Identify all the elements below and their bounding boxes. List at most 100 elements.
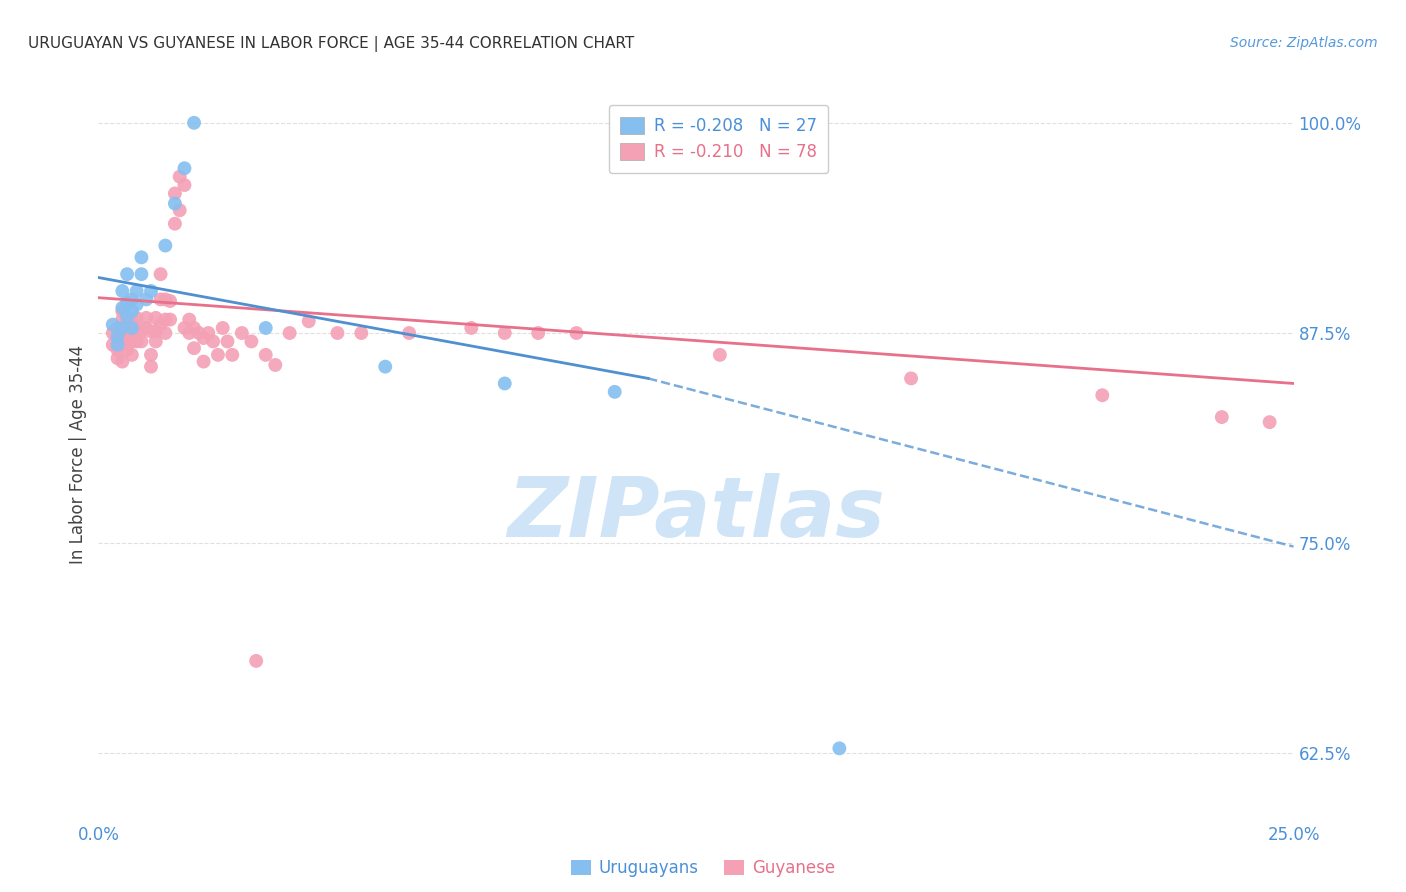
Point bbox=[527, 326, 550, 340]
Point bbox=[183, 116, 205, 130]
Point bbox=[494, 326, 516, 340]
Point bbox=[163, 196, 186, 211]
Legend: R = -0.208   N = 27, R = -0.210   N = 78: R = -0.208 N = 27, R = -0.210 N = 78 bbox=[609, 105, 828, 173]
Point bbox=[202, 334, 225, 349]
Point bbox=[254, 321, 277, 335]
Point bbox=[240, 334, 263, 349]
Point bbox=[149, 318, 172, 332]
Point bbox=[107, 338, 129, 352]
Point bbox=[193, 354, 215, 368]
Point bbox=[131, 324, 153, 338]
Point bbox=[264, 358, 287, 372]
Point bbox=[169, 169, 191, 184]
Text: Source: ZipAtlas.com: Source: ZipAtlas.com bbox=[1230, 36, 1378, 50]
Point bbox=[211, 321, 233, 335]
Point bbox=[139, 348, 162, 362]
Point bbox=[107, 329, 129, 343]
Point bbox=[111, 321, 134, 335]
Point bbox=[155, 326, 177, 340]
Point bbox=[111, 354, 134, 368]
Point bbox=[217, 334, 239, 349]
Point bbox=[125, 297, 148, 311]
Point bbox=[121, 314, 143, 328]
Point bbox=[187, 326, 209, 340]
Point bbox=[135, 293, 157, 307]
Point bbox=[155, 238, 177, 252]
Point bbox=[107, 331, 129, 345]
Point bbox=[101, 338, 124, 352]
Point bbox=[121, 326, 143, 340]
Point bbox=[111, 301, 134, 315]
Point bbox=[179, 312, 201, 326]
Point bbox=[278, 326, 301, 340]
Point bbox=[139, 284, 162, 298]
Point bbox=[207, 348, 229, 362]
Point bbox=[149, 293, 172, 307]
Point bbox=[115, 295, 138, 310]
Point bbox=[115, 267, 138, 281]
Point bbox=[155, 293, 177, 307]
Point bbox=[121, 321, 143, 335]
Point bbox=[101, 318, 124, 332]
Point bbox=[121, 334, 143, 349]
Point bbox=[350, 326, 373, 340]
Point bbox=[1258, 415, 1281, 429]
Point bbox=[159, 312, 181, 326]
Point bbox=[298, 314, 321, 328]
Legend: Uruguayans, Guyanese: Uruguayans, Guyanese bbox=[564, 853, 842, 884]
Point bbox=[173, 321, 195, 335]
Point bbox=[709, 348, 731, 362]
Point bbox=[121, 348, 143, 362]
Point bbox=[115, 334, 138, 349]
Point bbox=[173, 161, 195, 176]
Point bbox=[121, 293, 143, 307]
Point bbox=[173, 178, 195, 192]
Point bbox=[1091, 388, 1114, 402]
Point bbox=[149, 267, 172, 281]
Point bbox=[135, 310, 157, 325]
Point bbox=[828, 741, 851, 756]
Point bbox=[135, 321, 157, 335]
Point bbox=[398, 326, 420, 340]
Point bbox=[125, 321, 148, 335]
Point bbox=[231, 326, 253, 340]
Point bbox=[326, 326, 349, 340]
Point bbox=[374, 359, 396, 374]
Point bbox=[245, 654, 267, 668]
Point bbox=[163, 217, 186, 231]
Point bbox=[183, 341, 205, 355]
Point bbox=[107, 351, 129, 366]
Point bbox=[107, 343, 129, 357]
Point bbox=[131, 334, 153, 349]
Point bbox=[254, 348, 277, 362]
Point bbox=[145, 310, 167, 325]
Point bbox=[101, 326, 124, 340]
Point bbox=[125, 310, 148, 325]
Point bbox=[139, 324, 162, 338]
Point bbox=[121, 304, 143, 318]
Point bbox=[163, 186, 186, 201]
Point bbox=[193, 331, 215, 345]
Point bbox=[131, 267, 153, 281]
Point bbox=[145, 334, 167, 349]
Point bbox=[169, 203, 191, 218]
Point bbox=[494, 376, 516, 391]
Point bbox=[125, 284, 148, 298]
Text: ZIPatlas: ZIPatlas bbox=[508, 473, 884, 554]
Point bbox=[111, 321, 134, 335]
Point bbox=[179, 326, 201, 340]
Point bbox=[1211, 410, 1233, 425]
Point bbox=[197, 326, 219, 340]
Point bbox=[115, 326, 138, 340]
Point bbox=[565, 326, 588, 340]
Point bbox=[221, 348, 243, 362]
Point bbox=[111, 312, 134, 326]
Point bbox=[460, 321, 482, 335]
Point bbox=[131, 251, 153, 265]
Point bbox=[111, 284, 134, 298]
Point bbox=[603, 384, 626, 399]
Point bbox=[115, 309, 138, 323]
Text: URUGUAYAN VS GUYANESE IN LABOR FORCE | AGE 35-44 CORRELATION CHART: URUGUAYAN VS GUYANESE IN LABOR FORCE | A… bbox=[28, 36, 634, 52]
Y-axis label: In Labor Force | Age 35-44: In Labor Force | Age 35-44 bbox=[69, 345, 87, 565]
Point bbox=[183, 321, 205, 335]
